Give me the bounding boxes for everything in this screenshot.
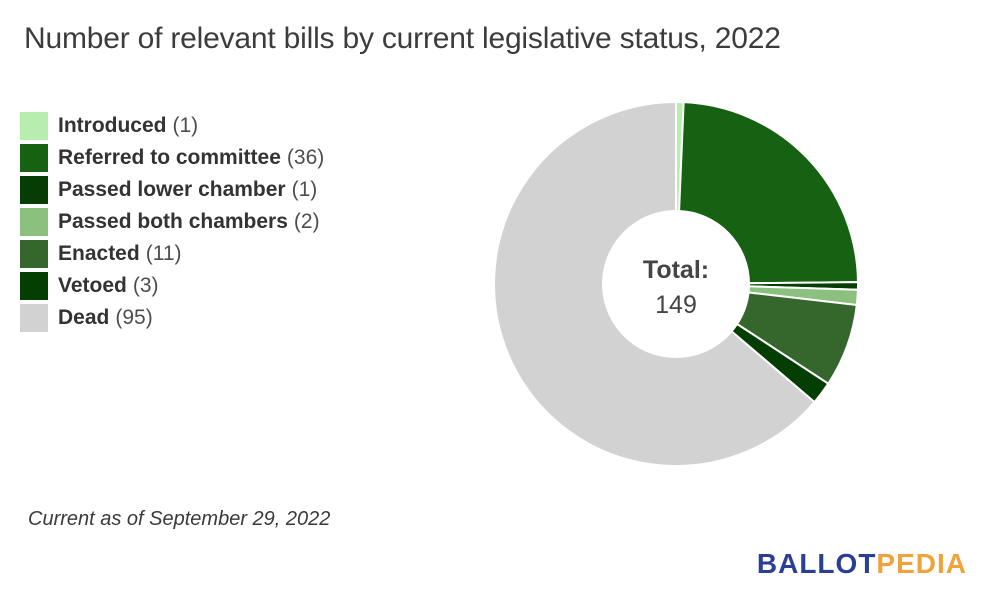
legend-label: Passed both chambers <box>58 210 288 233</box>
logo-text-ballot: BALLOT <box>756 548 877 579</box>
legend-item-referred-to-committee: Referred to committee (36) <box>20 144 324 172</box>
legend-count: (95) <box>115 306 153 329</box>
legend-count: (2) <box>293 210 320 233</box>
footnote: Current as of September 29, 2022 <box>28 508 331 530</box>
donut-center-label: Total: <box>643 256 709 284</box>
legend-item-passed-both-chambers: Passed both chambers (2) <box>20 208 324 236</box>
legend-item-enacted: Enacted (11) <box>20 240 324 268</box>
legend-swatch-vetoed <box>20 272 48 300</box>
legend-label: Referred to committee <box>58 146 281 169</box>
donut-chart: Total: 149 <box>493 100 860 467</box>
legend-swatch-passed-lower-chamber <box>20 176 48 204</box>
legend-label: Vetoed <box>58 274 127 297</box>
legend-swatch-introduced <box>20 112 48 140</box>
legend-label: Enacted <box>58 242 140 265</box>
legend-count: (1) <box>291 178 318 201</box>
legend-count: (3) <box>132 274 159 297</box>
legend-count: (11) <box>145 242 182 265</box>
legend-label: Introduced <box>58 114 167 137</box>
legend: Introduced (1) Referred to committee (36) Pa… <box>20 112 324 332</box>
legend-count: (36) <box>286 146 325 169</box>
legend-item-vetoed: Vetoed (3) <box>20 272 324 300</box>
legend-swatch-passed-both-chambers <box>20 208 48 236</box>
legend-item-introduced: Introduced (1) <box>20 112 324 140</box>
logo-text-pedia: PEDIA <box>876 548 967 579</box>
legend-label: Passed lower chamber <box>58 178 286 201</box>
donut-center-value: 149 <box>655 291 697 319</box>
legend-swatch-dead <box>20 304 48 332</box>
legend-item-passed-lower-chamber: Passed lower chamber (1) <box>20 176 324 204</box>
donut-slice-dead <box>493 100 816 467</box>
legend-swatch-referred-to-committee <box>20 144 48 172</box>
legend-swatch-enacted <box>20 240 48 268</box>
legend-label: Dead <box>58 306 110 329</box>
ballotpedia-logo: BALLOTPEDIA <box>757 548 967 580</box>
legend-count: (1) <box>172 114 199 137</box>
donut-slice-referred-to-committee <box>678 101 860 285</box>
donut-slices <box>493 100 860 467</box>
legend-item-dead: Dead (95) <box>20 304 324 332</box>
chart-title: Number of relevant bills by current legi… <box>24 22 781 55</box>
